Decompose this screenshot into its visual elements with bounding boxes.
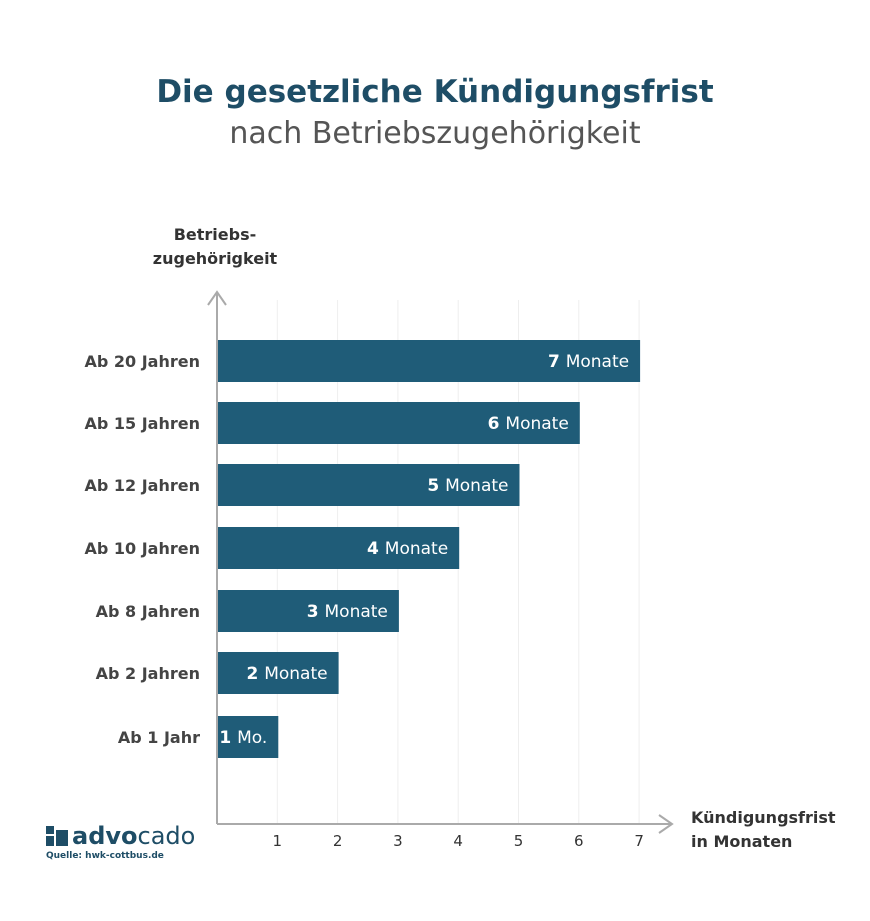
data-label-value: 7 [548, 352, 566, 372]
data-label: 6 Monate [488, 414, 569, 434]
x-tick-label: 3 [393, 832, 403, 850]
category-label: Ab 12 Jahren [84, 476, 200, 495]
data-label: 3 Monate [307, 602, 388, 622]
data-label: 7 Monate [548, 352, 629, 372]
data-label: 4 Monate [367, 539, 448, 559]
x-tick-label: 5 [514, 832, 524, 850]
x-axis-arrow [658, 814, 674, 834]
category-label: Ab 2 Jahren [96, 664, 200, 683]
x-tick-label: 2 [333, 832, 343, 850]
y-axis-label-line: zugehörigkeit [152, 249, 278, 268]
x-axis-label: Kündigungsfrist in Monaten [691, 806, 836, 854]
logo-text-bold: advo [72, 822, 138, 850]
logo-mark-icon [46, 826, 68, 846]
advocado-logo: advocado [46, 822, 195, 850]
data-label-value: 3 [307, 602, 325, 622]
data-label-value: 1 [219, 728, 237, 748]
x-axis-label-line: Kündigungsfrist [691, 808, 836, 827]
data-label-unit: Monate [325, 602, 388, 622]
bar [218, 590, 399, 632]
x-tick-label: 1 [273, 832, 283, 850]
bar [218, 527, 460, 569]
data-label-unit: Monate [445, 476, 508, 496]
source-note: Quelle: hwk-cottbus.de [46, 851, 164, 861]
data-label-unit: Monate [505, 414, 568, 434]
data-label: 1 Mo. [219, 728, 267, 748]
category-label: Ab 20 Jahren [84, 352, 200, 371]
x-tick-label: 7 [634, 832, 644, 850]
bar [218, 716, 279, 758]
category-label: Ab 8 Jahren [96, 602, 200, 621]
category-label: Ab 10 Jahren [84, 539, 200, 558]
data-label-unit: Monate [385, 539, 448, 559]
data-label-value: 6 [488, 414, 506, 434]
y-axis-arrow [207, 290, 227, 306]
y-axis-label: Betriebs- zugehörigkeit [150, 223, 280, 271]
category-label: Ab 1 Jahr [118, 728, 200, 747]
bar [218, 464, 520, 506]
category-label: Ab 15 Jahren [84, 414, 200, 433]
y-axis-label-line: Betriebs- [173, 225, 257, 244]
data-label-unit: Monate [264, 664, 327, 684]
logo-text-light: cado [137, 822, 196, 850]
bar [218, 652, 339, 694]
x-axis-label-line: in Monaten [691, 832, 793, 851]
x-tick-label: 6 [574, 832, 584, 850]
data-label-value: 5 [427, 476, 445, 496]
data-label: 2 Monate [246, 664, 327, 684]
chart-subtitle: nach Betriebszugehörigkeit [229, 116, 641, 151]
data-label-unit: Mo. [237, 728, 267, 748]
bar [218, 402, 580, 444]
chart-title: Die gesetzliche Kündigungsfrist [156, 74, 714, 110]
bar [218, 340, 641, 382]
data-label: 5 Monate [427, 476, 508, 496]
data-label-value: 4 [367, 539, 385, 559]
x-tick-label: 4 [453, 832, 463, 850]
data-label-unit: Monate [566, 352, 629, 372]
data-label-value: 2 [246, 664, 264, 684]
